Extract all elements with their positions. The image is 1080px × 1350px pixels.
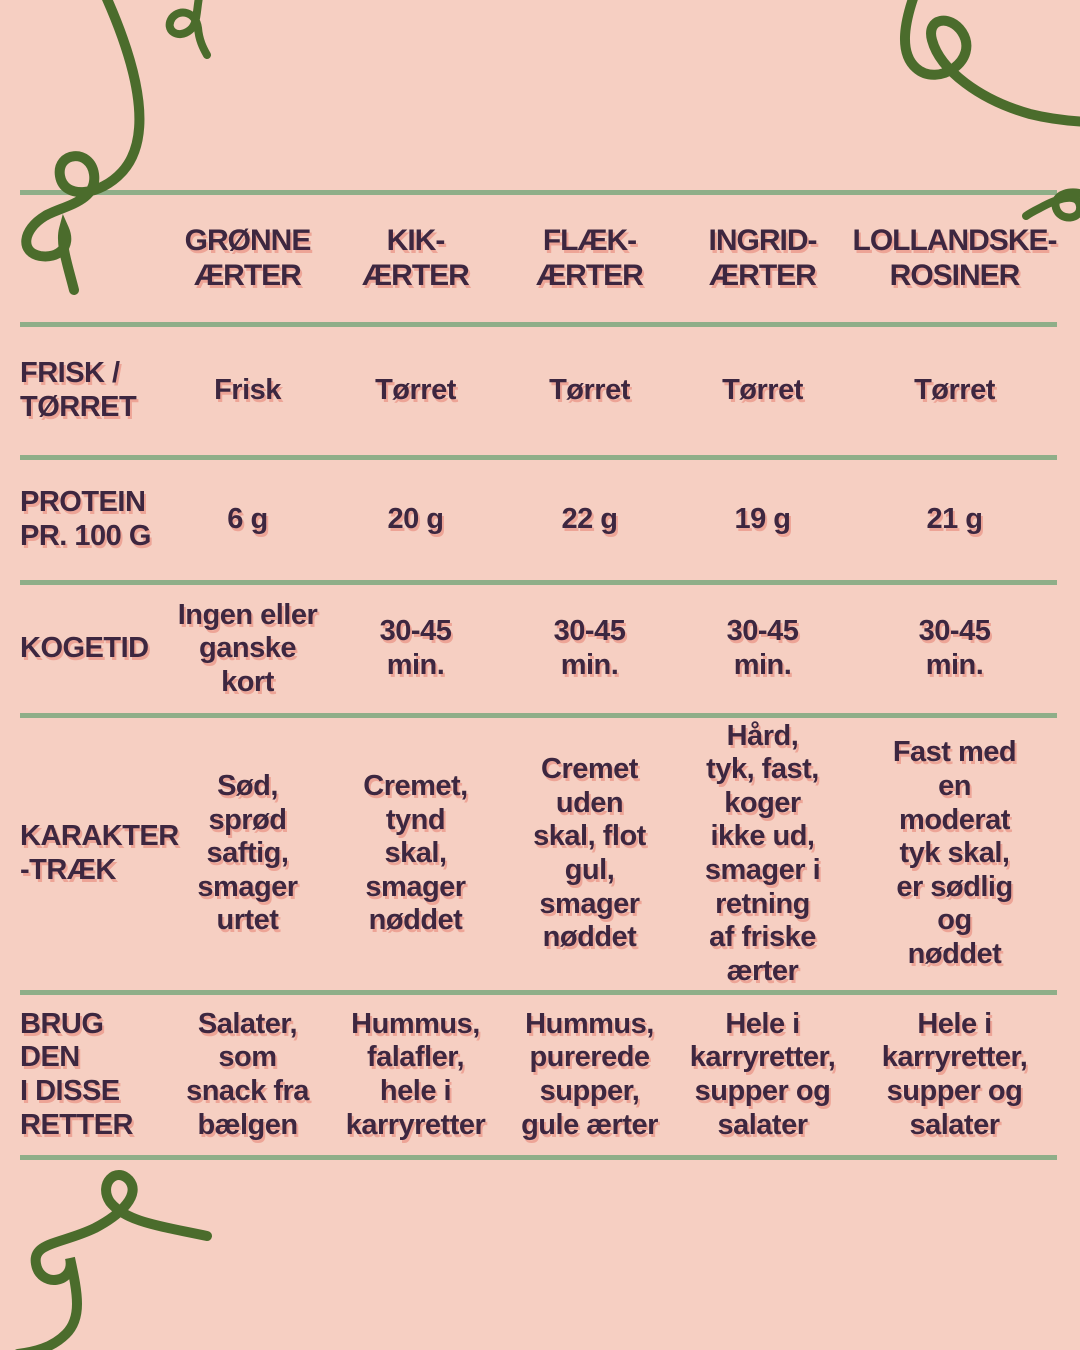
table-cell: 19 g [734,503,791,536]
vine-squiggle-bottom-left [15,1170,212,1350]
column-header-lollandske-rosiner: LOLLANDSKE- ROSINER [852,223,1058,292]
row-label: FRISK / TØRRET [20,357,137,423]
pea-comparison-table: GRØNNE ÆRTER KIK- ÆRTER FLÆK- ÆRTER INGR… [20,190,1057,1160]
table-cell: Hele i karryretter, supper og salater [881,1007,1028,1141]
table-cell: 21 g [926,503,983,536]
table-cell: 30-45 min. [379,615,452,681]
column-header-kikaerter: KIK- ÆRTER [362,223,470,292]
table-cell: 30-45 min. [553,615,626,681]
column-header-ingrid-aerter: INGRID- ÆRTER [708,223,818,292]
table-row-frisk-torret: FRISK / TØRRET Frisk Tørret Tørret Tørre… [20,322,1057,455]
table-cell: Tørret [722,374,803,407]
table-row-kogetid: KOGETID Ingen eller ganske kort 30-45 mi… [20,580,1057,713]
table-cell: Hummus, purerede supper, gule ærter [521,1007,658,1141]
row-label: PROTEIN PR. 100 G [20,486,151,552]
table-cell: Ingen eller ganske kort [177,598,318,698]
table-cell: Tørret [549,374,630,407]
table-cell: Fast med en moderat tyk skal, er sødlig … [892,736,1017,971]
row-label: BRUG DEN I DISSE RETTER [20,1007,134,1141]
table-cell: Salater, som snack fra bælgen [186,1007,309,1141]
table-row-protein: PROTEIN PR. 100 G 6 g 20 g 22 g 19 g 21 … [20,455,1057,580]
row-label: KOGETID [20,632,149,665]
table-cell: 30-45 min. [918,615,991,681]
table-cell: Tørret [914,374,995,407]
table-cell: Cremet, tynd skal, smager nøddet [363,769,468,937]
table-cell: Hele i karryretter, supper og salater [689,1007,836,1141]
table-cell: 20 g [387,503,444,536]
table-cell: Hummus, falafler, hele i karryretter [345,1007,486,1141]
table-cell: 6 g [227,503,268,536]
table-header-row: GRØNNE ÆRTER KIK- ÆRTER FLÆK- ÆRTER INGR… [20,190,1057,322]
column-header-gronne-aerter: GRØNNE ÆRTER [184,223,312,292]
table-cell: Cremet uden skal, flot gul, smager nødde… [533,753,646,954]
vine-pigtail-top-center [165,0,211,59]
table-cell: Frisk [214,374,281,407]
table-row-karaktertraek: KARAKTER -TRÆK Sød, sprød saftig, smager… [20,713,1057,990]
column-header-flaekaerter: FLÆK- ÆRTER [536,223,644,292]
row-label: KARAKTER -TRÆK [20,820,179,886]
table-row-brug-den-i-disse-retter: BRUG DEN I DISSE RETTER Salater, som sna… [20,990,1057,1160]
table-cell: 30-45 min. [726,615,799,681]
table-cell: Tørret [375,374,456,407]
table-cell: 22 g [561,503,618,536]
table-cell: Hård, tyk, fast, koger ikke ud, smager i… [704,719,821,987]
table-cell: Sød, sprød saftig, smager urtet [197,769,298,937]
vine-swoosh-top-right [900,0,1080,127]
